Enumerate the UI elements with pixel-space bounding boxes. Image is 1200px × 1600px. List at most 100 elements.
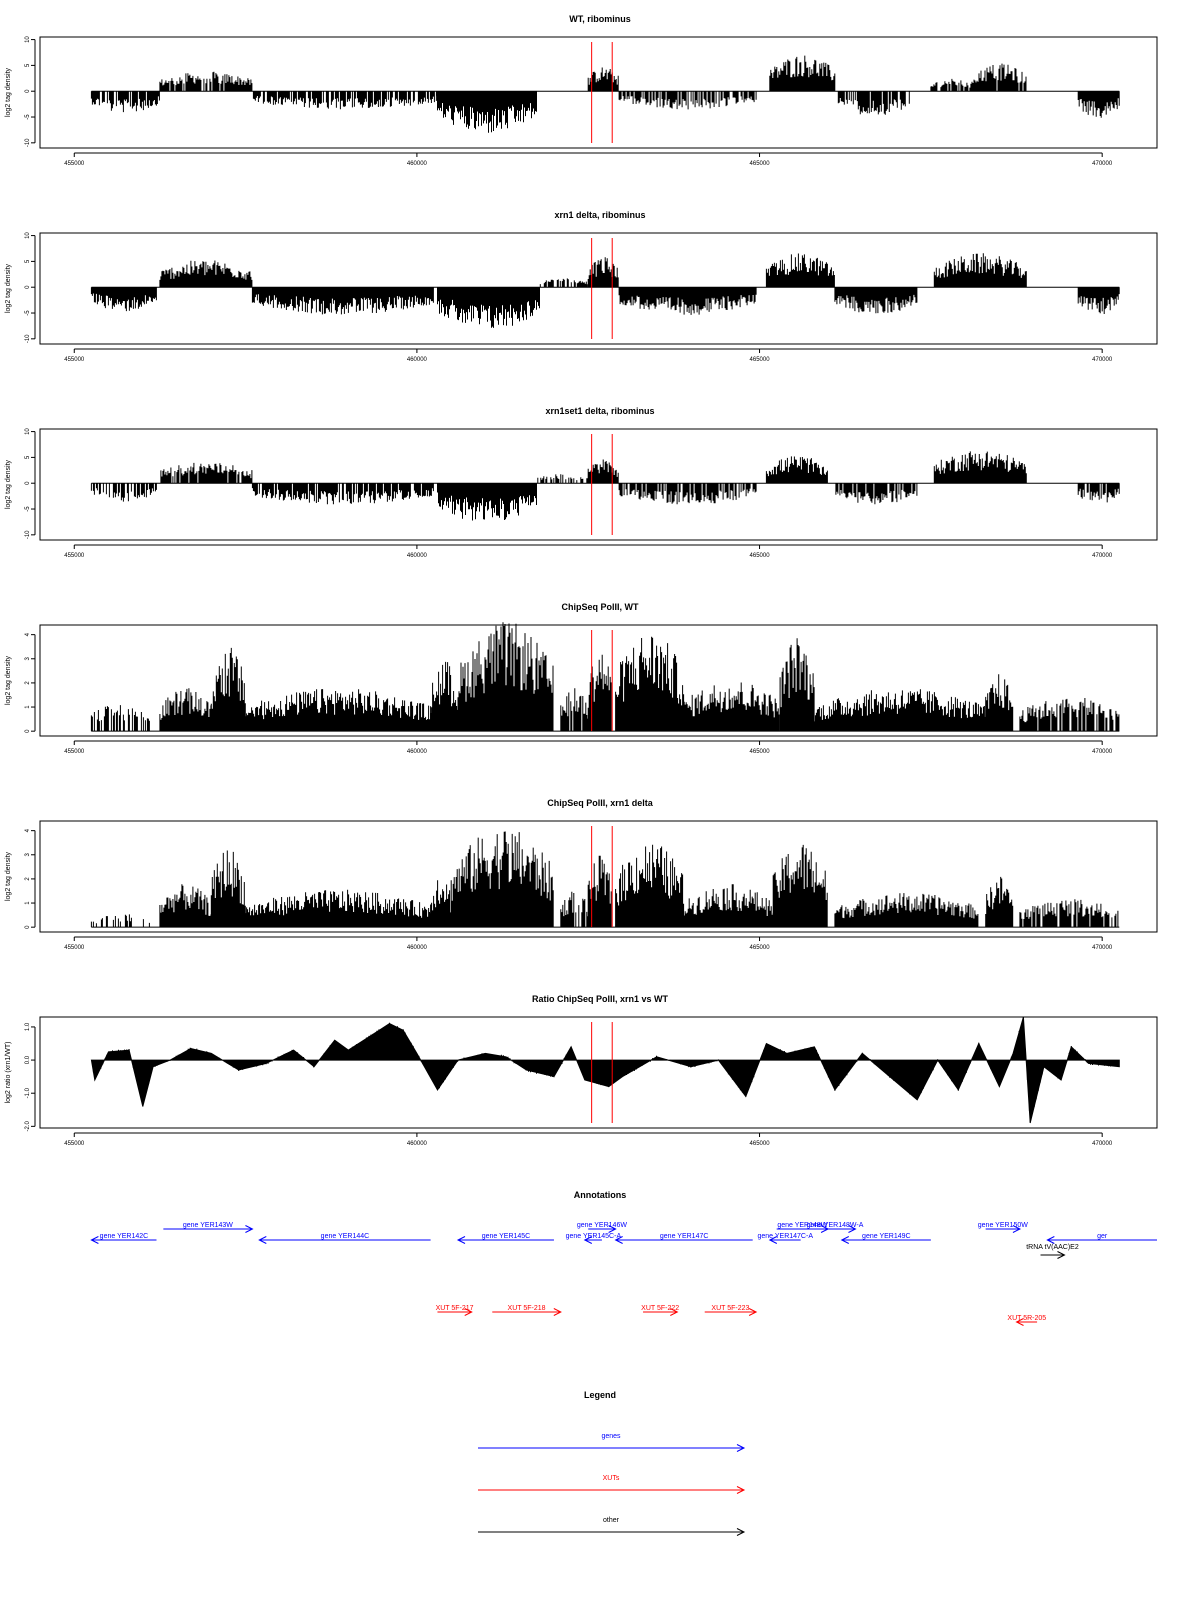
bar-mark <box>615 636 685 732</box>
x-tick-label: 455000 <box>64 357 85 363</box>
bar-mark <box>560 891 589 928</box>
feature-arrow-head <box>456 1236 466 1244</box>
y-tick-label: 1 <box>25 705 31 709</box>
bar-mark <box>683 682 780 732</box>
legend-title: Legend <box>584 1390 616 1400</box>
y-tick-label: 0 <box>25 925 31 929</box>
bar-mark <box>437 483 537 521</box>
bar-mark <box>90 705 150 732</box>
bar-mark <box>779 638 815 732</box>
xut-feature: XUT 5F-218 <box>492 1305 562 1316</box>
area-mark <box>90 1016 1120 1124</box>
bar-mark <box>618 483 757 505</box>
bar-mark <box>560 688 589 732</box>
bar-segment <box>560 891 589 928</box>
bar-mark <box>587 67 619 92</box>
bar-segment <box>1019 899 1119 928</box>
bar-segment <box>437 483 537 521</box>
bar-segment <box>537 474 589 484</box>
legend-item: XUTs <box>478 1475 746 1494</box>
bar-segment <box>835 483 918 505</box>
y-axis-label: log2 tag density <box>5 655 12 705</box>
annotations-track: Annotations gene YER142C gene YER143W gene … <box>90 1190 1157 1326</box>
bar-mark <box>813 689 986 732</box>
bar-segment <box>837 91 910 115</box>
bar-segment <box>813 689 986 732</box>
bar-segment <box>615 844 685 928</box>
gene-label: gene YER145C <box>482 1233 531 1240</box>
chart-panel: ChipSeq PolII, xrn1 delta 0 1 2 3 4 log2 tag d… <box>5 798 1158 951</box>
x-tick-label: 465000 <box>750 1141 771 1147</box>
gene-label: gene YER143W <box>183 1222 233 1229</box>
bar-segment <box>430 880 452 928</box>
feature-arrow-head <box>553 1308 562 1316</box>
bar-segment <box>1077 91 1120 118</box>
bar-segment <box>1019 698 1120 732</box>
gene-feature: gene YER144C <box>258 1233 431 1244</box>
bar-mark <box>437 287 540 328</box>
y-axis-label: log2 tag density <box>5 67 12 117</box>
series-marks <box>90 253 1120 328</box>
x-tick-label: 460000 <box>407 553 428 559</box>
bar-mark <box>971 63 1027 92</box>
feature-arrow-head <box>1015 1318 1024 1326</box>
bar-segment <box>539 278 588 288</box>
y-tick-label: 5 <box>25 63 31 67</box>
chart-panel: xrn1set1 delta, ribominus 10 5 0 -5 -10 log2 t… <box>5 406 1158 559</box>
y-tick-label: -5 <box>25 310 31 316</box>
bar-segment <box>618 483 757 505</box>
chart-title: xrn1 delta, ribominus <box>554 210 645 220</box>
bar-mark <box>618 91 757 110</box>
x-tick-label: 455000 <box>64 1141 85 1147</box>
x-tick-label: 460000 <box>407 945 428 951</box>
bar-mark <box>587 257 619 288</box>
gene-feature: gene YER148W-A <box>806 1222 864 1233</box>
chart-panel: xrn1 delta, ribominus 10 5 0 -5 -10 log2 tag d… <box>5 210 1158 363</box>
x-tick-label: 455000 <box>64 749 85 755</box>
y-tick-label: -5 <box>25 506 31 512</box>
bar-segment <box>772 844 828 928</box>
gene-label: gene YER144C <box>321 1233 370 1240</box>
feature-arrow-head <box>258 1236 267 1244</box>
bar-segment <box>618 287 757 315</box>
bar-mark <box>537 474 589 484</box>
bar-mark <box>1077 483 1120 503</box>
x-tick-label: 460000 <box>407 749 428 755</box>
xut-label: XUT 5F-218 <box>508 1305 546 1312</box>
x-tick-label: 470000 <box>1092 945 1113 951</box>
bar-segment <box>159 71 253 92</box>
feature-arrow-head <box>736 1528 746 1536</box>
xut-feature: XUT 5R-205 <box>1007 1315 1046 1326</box>
x-tick-label: 465000 <box>750 553 771 559</box>
bar-mark <box>450 831 554 928</box>
bar-mark <box>1077 287 1120 314</box>
bar-segment <box>251 287 434 315</box>
plot-frame <box>39 232 1158 345</box>
x-tick-label: 455000 <box>64 161 85 167</box>
gene-feature: gene YER145C <box>456 1233 554 1244</box>
bar-segment <box>437 91 537 133</box>
bar-segment <box>587 654 612 732</box>
bar-segment <box>90 287 157 312</box>
bar-mark <box>210 850 246 928</box>
bar-segment <box>834 287 918 314</box>
bar-segment <box>437 287 540 328</box>
y-tick-label: 10 <box>25 428 31 435</box>
plot-frame <box>39 36 1158 149</box>
bar-segment <box>1077 287 1120 314</box>
bar-mark <box>933 253 1027 288</box>
series-marks <box>90 55 1120 133</box>
chart-title: ChipSeq PolII, xrn1 delta <box>547 798 654 808</box>
bar-mark <box>245 889 432 928</box>
feature-arrow-head <box>768 1236 778 1244</box>
y-tick-label: 3 <box>25 852 31 856</box>
bar-mark <box>539 278 588 288</box>
y-tick-label: 2 <box>25 681 31 685</box>
chart-title: WT, ribominus <box>569 14 631 24</box>
xut-label: XUT 5F-222 <box>641 1305 679 1312</box>
bar-mark <box>252 91 438 110</box>
bar-mark <box>430 880 452 928</box>
x-tick-label: 460000 <box>407 1141 428 1147</box>
bar-mark <box>90 91 160 113</box>
bar-segment <box>245 889 432 928</box>
